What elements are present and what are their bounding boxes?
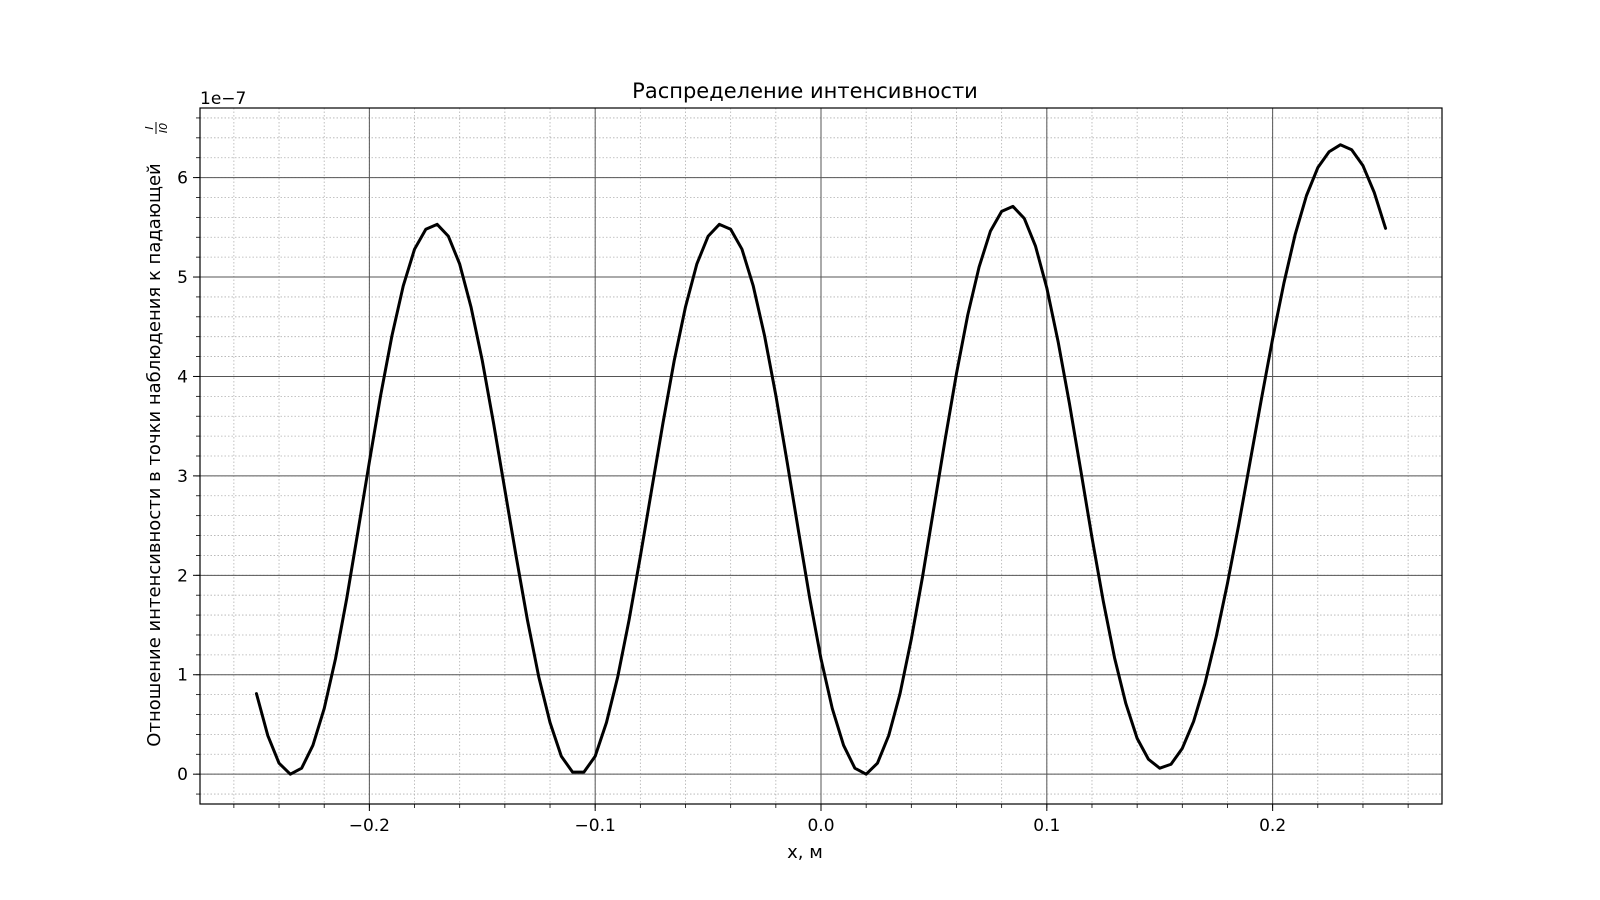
y-axis-label-fraction-denominator: I0 [157, 123, 170, 133]
y-tick-label: 5 [177, 268, 188, 288]
minor-grid [196, 108, 1442, 808]
x-tick-label: −0.1 [575, 816, 616, 836]
x-tick-label: 0.0 [807, 816, 834, 836]
y-offset-label: 1e−7 [200, 89, 246, 109]
y-axis-ticks: 0 1 2 3 4 5 6 [177, 169, 200, 785]
y-axis-label-group: Отношение интенсивности в точки наблюден… [143, 122, 170, 747]
chart-title: Распределение интенсивности [632, 79, 978, 103]
y-tick-label: 0 [177, 765, 188, 785]
y-tick-label: 3 [177, 467, 188, 487]
y-tick-label: 4 [177, 367, 188, 387]
x-tick-label: 0.2 [1259, 816, 1286, 836]
y-axis-label-fraction-numerator: I [143, 126, 156, 129]
major-grid [200, 108, 1442, 804]
y-tick-label: 1 [177, 666, 188, 686]
y-tick-label: 6 [177, 169, 188, 189]
x-axis-label: x, м [787, 842, 823, 863]
x-tick-label: 0.1 [1033, 816, 1060, 836]
x-axis-ticks: −0.2 −0.1 0.0 0.1 0.2 [349, 804, 1286, 836]
x-tick-label: −0.2 [349, 816, 390, 836]
series-line [254, 143, 1388, 776]
y-axis-label: Отношение интенсивности в точки наблюден… [144, 163, 165, 746]
y-tick-label: 2 [177, 566, 188, 586]
